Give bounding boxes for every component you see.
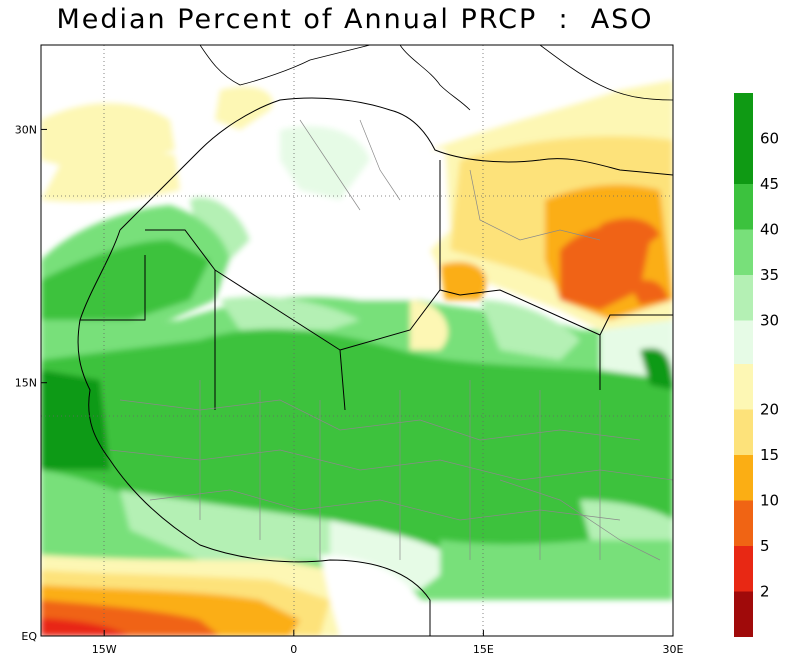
country-borders bbox=[77, 97, 673, 636]
legend-label: 40 bbox=[760, 221, 779, 239]
precip-field-shading bbox=[41, 80, 673, 636]
legend-swatch bbox=[734, 320, 753, 366]
legend-swatch bbox=[734, 409, 753, 455]
map-title: Median Percent of Annual PRCP : ASO bbox=[56, 4, 654, 35]
plot-frame bbox=[40, 44, 674, 637]
x-tick-label: 15E bbox=[473, 643, 494, 656]
legend-label: 30 bbox=[760, 312, 779, 330]
legend-swatch bbox=[734, 364, 753, 410]
legend-swatch bbox=[734, 138, 753, 184]
admin-borders bbox=[109, 119, 673, 561]
legend-swatch bbox=[734, 546, 753, 592]
legend-swatch bbox=[734, 500, 753, 546]
x-tick-label: 0 bbox=[290, 643, 297, 656]
graticule bbox=[41, 45, 673, 636]
legend-swatch bbox=[734, 455, 753, 501]
legend-lower-colorbar: 20 15 10 5 2 bbox=[734, 364, 779, 637]
y-tick-label: EQ bbox=[21, 630, 37, 643]
map-plot-area bbox=[41, 45, 673, 636]
y-tick-label: 15N bbox=[15, 377, 37, 390]
legend-label: 35 bbox=[760, 266, 779, 284]
legend-swatch bbox=[734, 184, 753, 230]
legend-swatch bbox=[734, 229, 753, 275]
legend-label: 2 bbox=[760, 583, 770, 601]
legend-label: 20 bbox=[760, 401, 779, 419]
legend-swatch bbox=[734, 93, 753, 139]
legend-swatch bbox=[734, 275, 753, 321]
legend-label: 60 bbox=[760, 130, 779, 148]
x-axis-ticks: 15W 0 15E 30E bbox=[92, 630, 684, 656]
y-tick-label: 30N bbox=[15, 123, 37, 136]
x-tick-label: 30E bbox=[663, 643, 684, 656]
x-tick-label: 15W bbox=[92, 643, 117, 656]
legend-upper-colorbar: 60 45 40 35 30 bbox=[734, 93, 779, 366]
legend-label: 10 bbox=[760, 492, 779, 510]
y-axis-ticks: EQ 15N 30N bbox=[15, 123, 47, 643]
europe-coastline bbox=[199, 45, 673, 111]
legend-label: 45 bbox=[760, 175, 779, 193]
legend-label: 5 bbox=[760, 537, 770, 555]
legend-label: 15 bbox=[760, 446, 779, 464]
legend-swatch bbox=[734, 591, 753, 637]
